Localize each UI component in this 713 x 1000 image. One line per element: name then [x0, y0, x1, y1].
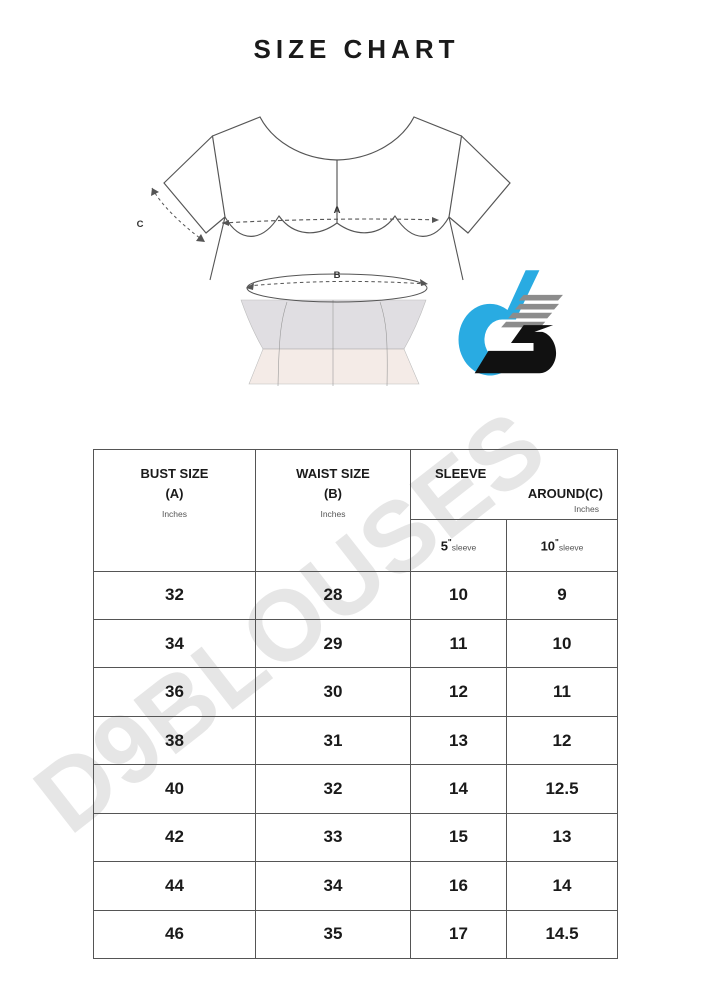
svg-text:B: B — [334, 270, 341, 281]
svg-text:A: A — [334, 205, 341, 216]
svg-text:C: C — [137, 219, 144, 230]
